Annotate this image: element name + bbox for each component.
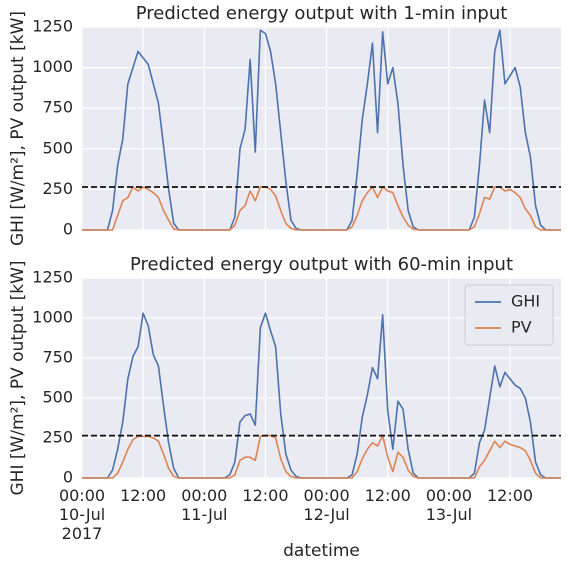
y-tick-label: 1000 <box>32 308 73 327</box>
x-axis-label: datetime <box>283 541 360 561</box>
x-tick-label: 12:00 <box>365 486 411 505</box>
y-tick-label: 0 <box>63 220 73 239</box>
x-tick-label: 12:00 <box>242 486 288 505</box>
y-tick-label: 250 <box>42 428 73 447</box>
x-tick-label: 12:00 <box>487 486 533 505</box>
chart-title: Predicted energy output with 60-min inpu… <box>130 254 513 275</box>
y-tick-label: 500 <box>42 138 73 157</box>
series-line <box>82 186 561 231</box>
x-tick-label: 00:00 12-Jul <box>303 486 349 524</box>
y-axis-label: GHI [W/m²], PV output [kW] <box>8 11 28 246</box>
y-tick-label: 750 <box>42 98 73 117</box>
y-axis-label: GHI [W/m²], PV output [kW] <box>8 260 28 495</box>
legend-label: GHI <box>511 292 540 311</box>
chart-title: Predicted energy output with 1-min input <box>136 3 508 24</box>
x-tick-label: 00:00 11-Jul <box>181 486 227 524</box>
y-tick-label: 250 <box>42 179 73 198</box>
y-tick-label: 1250 <box>32 17 73 36</box>
y-tick-label: 0 <box>63 468 73 487</box>
y-tick-label: 1250 <box>32 268 73 287</box>
y-tick-label: 1000 <box>32 57 73 76</box>
legend-box <box>464 284 554 346</box>
legend-label: PV <box>511 318 532 337</box>
y-tick-label: 500 <box>42 388 73 407</box>
x-tick-label: 12:00 <box>120 486 166 505</box>
series-line <box>82 434 561 479</box>
x-tick-label: 00:00 13-Jul <box>426 486 472 524</box>
y-tick-label: 750 <box>42 348 73 367</box>
x-tick-label: 00:00 10-Jul 2017 <box>59 486 105 543</box>
